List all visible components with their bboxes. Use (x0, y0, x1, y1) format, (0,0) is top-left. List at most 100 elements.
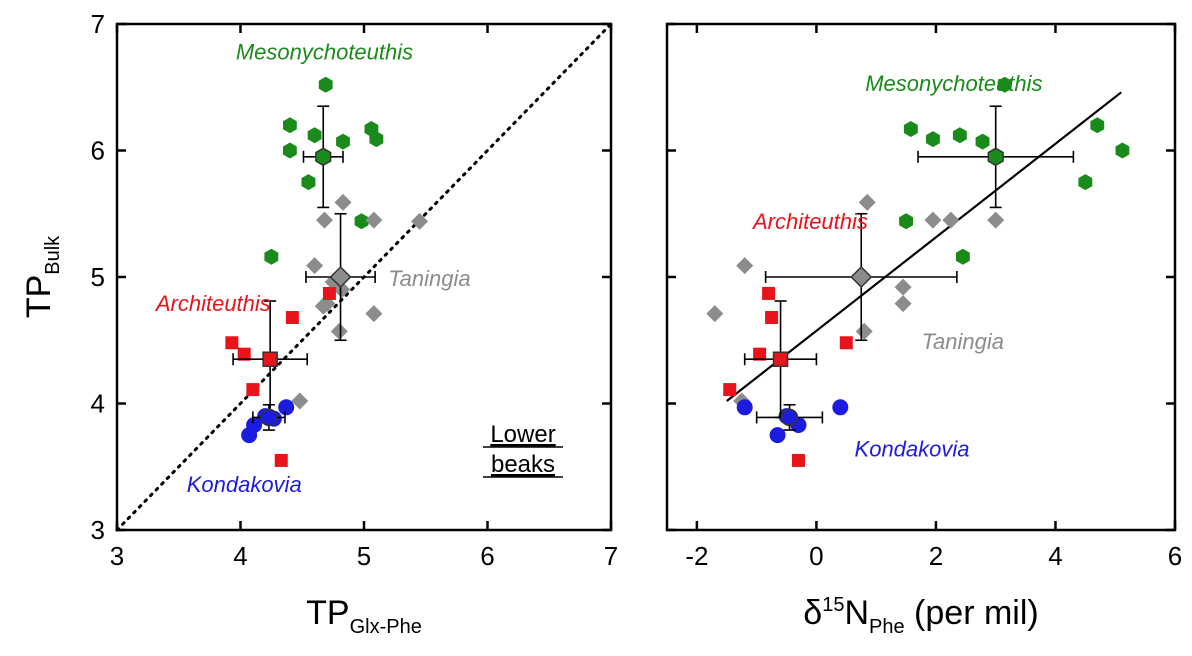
data-point (997, 76, 1012, 93)
data-point (706, 305, 724, 323)
species-label: Taningia (388, 266, 470, 291)
x-axis-sub: Phe (869, 616, 905, 638)
note-line: beaks (491, 451, 555, 478)
data-point (762, 286, 776, 300)
data-point (987, 211, 1005, 229)
data-point (855, 322, 873, 340)
data-point (306, 257, 324, 275)
data-point (942, 211, 960, 229)
mean-marker-taningia (850, 265, 873, 289)
series-kondakovia (736, 399, 849, 444)
series-mesonychoteuthis (264, 76, 384, 265)
y-tick-label: 4 (91, 389, 105, 419)
data-point (899, 213, 913, 230)
data-point (314, 297, 332, 315)
data-point (736, 257, 754, 275)
data-point (1115, 142, 1130, 159)
data-point (955, 248, 970, 265)
mean-marker-taningia (329, 265, 352, 289)
data-point (225, 336, 239, 350)
data-point (791, 453, 805, 467)
species-label: Mesonychoteuthis (865, 71, 1042, 96)
series-mesonychoteuthis (899, 76, 1130, 265)
data-point (365, 305, 383, 323)
data-point (354, 213, 369, 230)
note-line: Lower (490, 421, 555, 448)
y-axis-sub: Bulk (42, 235, 64, 275)
data-point (832, 399, 849, 416)
x-axis-sup: 15 (822, 594, 844, 616)
data-point (315, 211, 333, 229)
data-point (307, 127, 322, 144)
x-tick-label: 4 (233, 541, 247, 571)
x-axis-main: N (844, 594, 869, 632)
data-point (736, 399, 753, 416)
data-point (283, 117, 297, 134)
data-point (858, 193, 876, 211)
x-tick-label: 3 (110, 541, 124, 571)
data-point (274, 453, 288, 467)
mean-marker-kondakovia (260, 408, 278, 427)
mean-marker-architeuthis (772, 351, 789, 367)
y-tick-label: 7 (91, 9, 105, 39)
y-tick-label: 5 (91, 262, 105, 292)
x-axis-title: TPGlx-Phe (306, 594, 422, 638)
data-point (318, 76, 333, 93)
data-point (369, 131, 384, 148)
y-tick-label: 6 (91, 136, 105, 166)
data-point (723, 383, 737, 397)
x-tick-label: 0 (809, 541, 823, 571)
chart-panel-left: Mesonychoteuthis Architeuthis Taningia Kond… (20, 9, 618, 638)
species-label: Taningia (922, 329, 1004, 354)
x-axis-main: TP (306, 594, 349, 632)
data-point (336, 133, 350, 150)
y-axis-title: TPBulk (20, 235, 64, 318)
x-axis-title: δ15NPhe (per mil) (803, 594, 1038, 638)
data-point (1078, 174, 1093, 191)
species-label: Mesonychoteuthis (236, 39, 413, 64)
mean-marker-kondakovia (780, 408, 799, 427)
data-point (753, 347, 767, 361)
chart-panel-right: Mesonychoteuthis Architeuthis Taningia Kond… (665, 22, 1182, 638)
x-tick-label: 4 (1048, 541, 1062, 571)
x-tick-label: 7 (604, 541, 618, 571)
x-axis-prefix: δ (803, 594, 822, 632)
x-tick-label: 2 (929, 541, 943, 571)
series-architeuthis (225, 286, 336, 467)
data-point (278, 399, 295, 416)
data-point (246, 383, 260, 397)
regression-line (726, 91, 1122, 402)
data-point (926, 131, 940, 148)
data-point (241, 427, 258, 444)
species-label: Architeuthis (154, 291, 271, 316)
x-tick-label: 6 (1168, 541, 1182, 571)
mean-marker-architeuthis (262, 351, 278, 367)
data-point (924, 211, 942, 229)
data-point (894, 278, 912, 296)
y-axis-main: TP (20, 275, 58, 318)
data-point (285, 310, 299, 324)
data-point (769, 427, 786, 444)
x-tick-label: 5 (357, 541, 371, 571)
y-tick-label: 3 (91, 515, 105, 545)
data-point (765, 310, 779, 324)
x-tick-label: 6 (480, 541, 494, 571)
x-axis-suffix: (per mil) (905, 594, 1039, 632)
data-point (264, 248, 279, 265)
data-point (291, 392, 309, 410)
data-point (237, 347, 251, 361)
data-point (1090, 117, 1105, 134)
data-point (894, 295, 912, 313)
data-point (839, 336, 853, 350)
data-point (365, 211, 383, 229)
data-point (333, 281, 351, 299)
series-architeuthis (723, 286, 853, 467)
data-point (283, 142, 297, 159)
data-point (903, 121, 918, 137)
x-axis-sub: Glx-Phe (350, 616, 422, 638)
data-point (334, 193, 352, 211)
species-label: Kondakovia (855, 437, 970, 462)
data-point (952, 127, 967, 144)
data-point (411, 212, 429, 230)
